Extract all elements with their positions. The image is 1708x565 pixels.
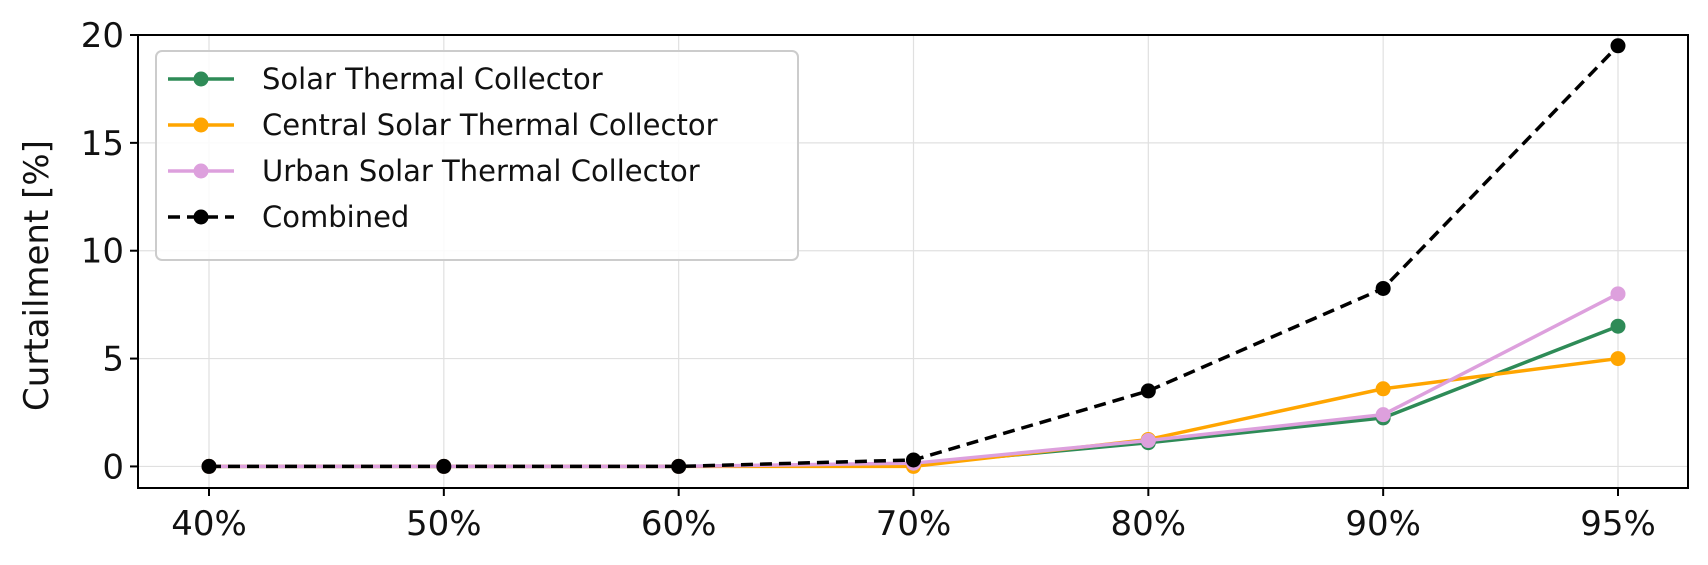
data-point <box>906 452 921 468</box>
data-point <box>1375 407 1391 423</box>
series-combined <box>201 38 1626 474</box>
x-tick-label: 80% <box>1111 504 1187 544</box>
legend-item: Urban Solar Thermal Collector <box>168 154 700 188</box>
axis-ticks: 40% 50% 60% 70% 80% 90% 95% 0 5 10 15 20 <box>81 16 1656 544</box>
x-tick-label: 95% <box>1580 504 1656 544</box>
legend-label: Solar Thermal Collector <box>262 62 603 96</box>
data-point <box>1140 433 1156 449</box>
x-tick-label: 50% <box>406 504 482 544</box>
legend-marker <box>193 163 209 179</box>
x-tick-label: 40% <box>171 504 247 544</box>
y-tick-label: 15 <box>81 124 124 164</box>
legend-box <box>155 50 799 261</box>
y-tick-label: 0 <box>102 447 124 487</box>
y-axis-label: Curtailment [%] <box>17 140 57 411</box>
data-point <box>1610 38 1626 54</box>
series-layer <box>201 38 1626 474</box>
x-tick-label: 60% <box>641 504 717 544</box>
data-point <box>671 458 687 474</box>
data-point <box>1140 383 1156 399</box>
legend-marker <box>193 71 209 87</box>
data-point <box>201 458 217 474</box>
legend: Solar Thermal Collector Central Solar The… <box>155 50 799 261</box>
legend-label: Urban Solar Thermal Collector <box>262 154 700 188</box>
legend-item: Combined <box>168 200 409 234</box>
y-tick-label: 5 <box>102 340 124 380</box>
legend-item: Solar Thermal Collector <box>168 62 603 96</box>
y-tick-label: 20 <box>81 16 124 56</box>
legend-label: Combined <box>262 200 409 234</box>
data-point <box>1610 286 1626 302</box>
data-point <box>1375 280 1391 296</box>
legend-label: Central Solar Thermal Collector <box>262 108 718 142</box>
data-point <box>1375 381 1391 397</box>
legend-item: Central Solar Thermal Collector <box>168 108 718 142</box>
legend-marker <box>193 209 209 225</box>
legend-marker <box>193 117 209 133</box>
data-point <box>1610 318 1626 334</box>
data-point <box>436 458 452 474</box>
data-point <box>1610 351 1626 367</box>
x-tick-label: 70% <box>876 504 952 544</box>
y-tick-label: 10 <box>81 232 124 272</box>
x-tick-label: 90% <box>1345 504 1421 544</box>
